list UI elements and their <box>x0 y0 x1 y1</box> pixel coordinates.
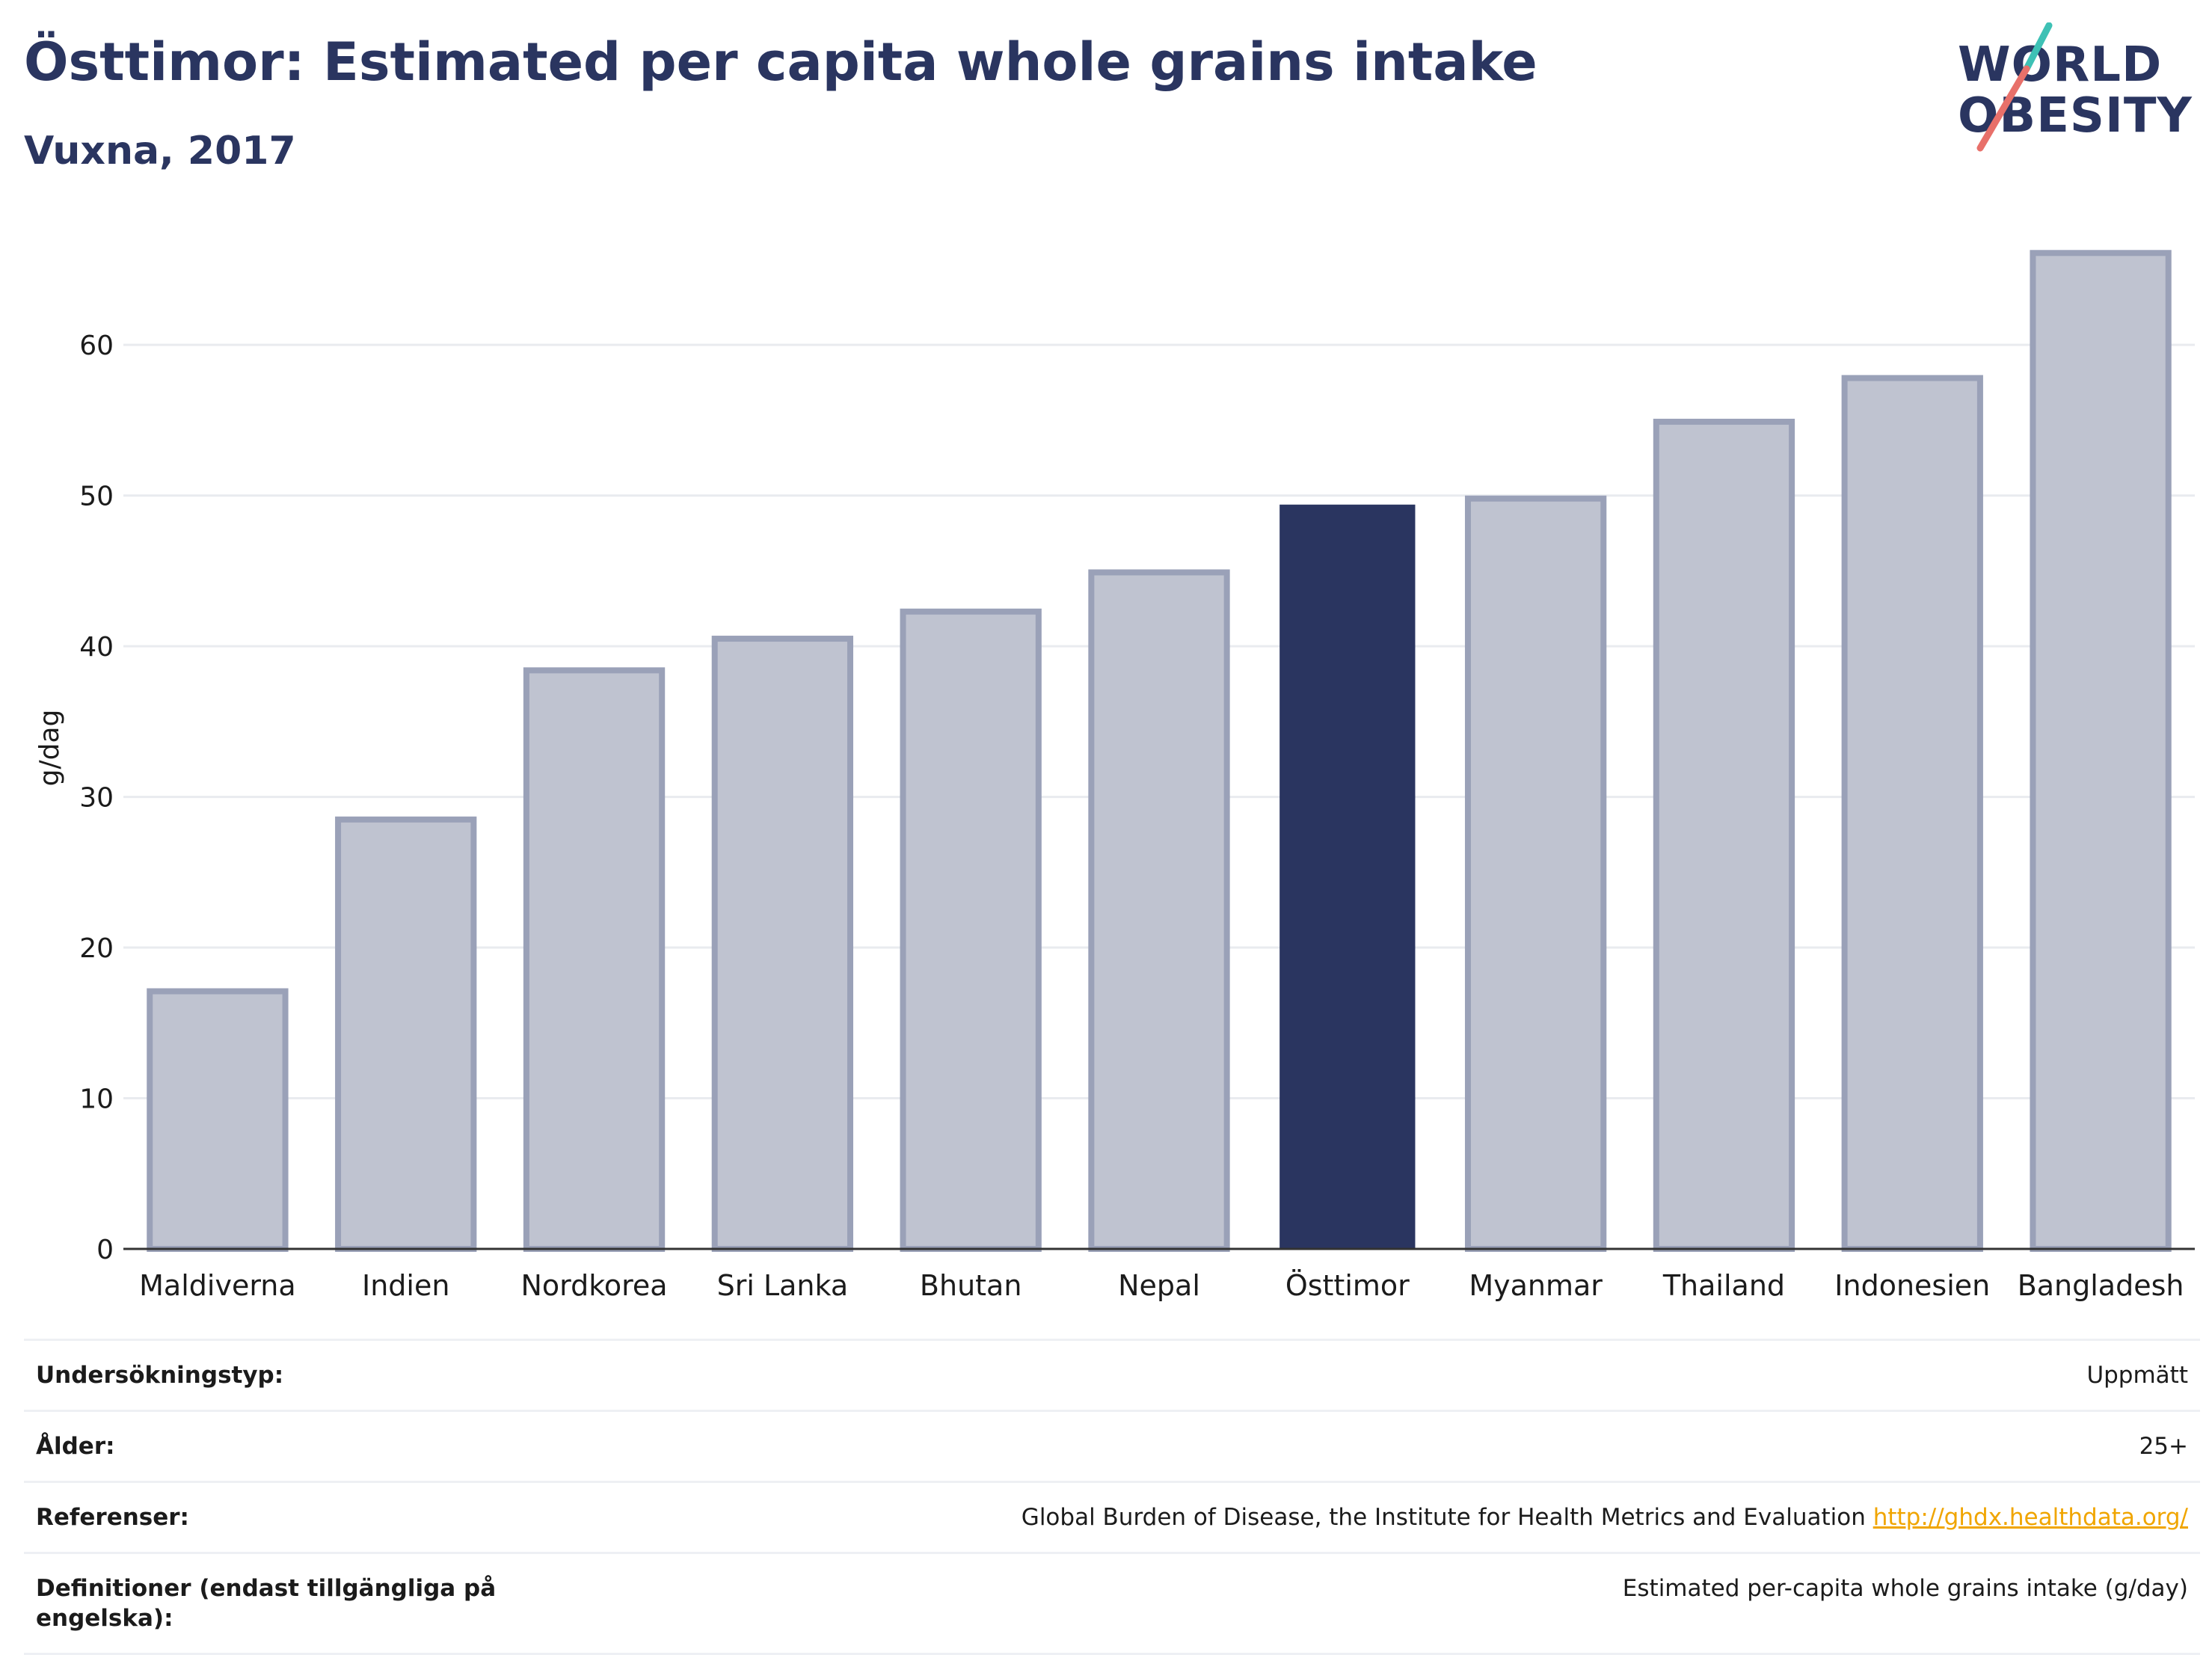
x-category-label: Thailand <box>1662 1269 1785 1302</box>
bar-bhutan[interactable] <box>900 608 1042 1252</box>
info-value-text: Estimated per-capita whole grains intake… <box>1622 1575 2188 1602</box>
info-table: Undersökningstyp: Uppmätt Ålder: 25+ Referen… <box>24 1339 2200 1655</box>
x-category-label: Sri Lanka <box>717 1269 849 1302</box>
info-key: Ålder: <box>36 1433 115 1460</box>
world-obesity-logo[interactable]: WORLD OBESITY <box>1944 22 2199 157</box>
y-tick-labels: 0 10 20 30 40 50 60 <box>79 331 114 1265</box>
reference-link[interactable]: http://ghdx.healthdata.org/ <box>1872 1504 2188 1531</box>
info-value: Global Burden of Disease, the Institute … <box>511 1482 2200 1553</box>
bar-maldiverna[interactable] <box>147 988 289 1253</box>
info-value: 25+ <box>511 1411 2200 1482</box>
bar-sri-lanka[interactable] <box>711 636 854 1252</box>
bar-bangladesh[interactable] <box>2030 250 2172 1252</box>
bar-indien[interactable] <box>335 816 477 1252</box>
y-tick-label: 50 <box>79 482 114 512</box>
x-category-label: Bhutan <box>920 1269 1022 1302</box>
logo-line-1: WORLD <box>1958 37 2163 93</box>
bar-östtimor[interactable] <box>1279 504 1416 1249</box>
page-title: Östtimor: Estimated per capita whole gra… <box>24 31 1537 93</box>
info-value: Uppmätt <box>511 1340 2200 1411</box>
info-value-text: Uppmätt <box>2086 1362 2188 1389</box>
x-category-labels: Maldiverna Indien Nordkorea Sri Lanka Bhutan… <box>139 1269 2184 1302</box>
x-category-label: Östtimor <box>1285 1269 1410 1302</box>
y-tick-label: 40 <box>79 632 114 663</box>
y-tick-label: 0 <box>96 1235 114 1265</box>
info-value-text: 25+ <box>2139 1433 2188 1460</box>
bar-myanmar[interactable] <box>1464 495 1607 1252</box>
bar-nordkorea[interactable] <box>523 667 666 1252</box>
bar-thailand[interactable] <box>1653 418 1795 1252</box>
bar-indonesien[interactable] <box>1841 375 1983 1252</box>
page-subtitle: Vuxna, 2017 <box>24 129 296 174</box>
y-tick-label: 60 <box>79 331 114 361</box>
info-key: Referenser: <box>36 1504 189 1531</box>
info-value-text: Global Burden of Disease, the Institute … <box>1021 1504 1866 1531</box>
info-row: Ålder: 25+ <box>24 1410 2200 1482</box>
bar-chart: 0 10 20 30 40 50 60 Maldiverna Indien Nordkorea S… <box>34 250 2195 1302</box>
info-row: Undersökningstyp: Uppmätt <box>24 1339 2200 1411</box>
x-category-label: Indien <box>362 1269 449 1302</box>
info-row: Definitioner (endast tillgängliga på eng… <box>24 1553 2200 1654</box>
x-category-label: Indonesien <box>1834 1269 1990 1302</box>
y-tick-label: 30 <box>79 783 114 814</box>
x-category-label: Myanmar <box>1469 1269 1603 1302</box>
info-row: Referenser: Global Burden of Disease, the… <box>24 1481 2200 1553</box>
info-value: Estimated per-capita whole grains intake… <box>511 1553 2200 1654</box>
y-tick-label: 10 <box>79 1084 114 1115</box>
bar-nepal[interactable] <box>1088 569 1230 1252</box>
x-category-label: Nepal <box>1118 1269 1200 1302</box>
x-category-label: Maldiverna <box>139 1269 296 1302</box>
bars <box>147 250 2172 1253</box>
y-tick-label: 20 <box>79 933 114 964</box>
logo-slash-icon <box>1976 22 2053 152</box>
info-key: Undersökningstyp: <box>36 1362 284 1389</box>
x-category-label: Bangladesh <box>2018 1269 2184 1302</box>
info-key: Definitioner (endast tillgängliga på eng… <box>36 1575 497 1632</box>
y-axis-label: g/dag <box>34 710 65 787</box>
x-category-label: Nordkorea <box>520 1269 667 1302</box>
